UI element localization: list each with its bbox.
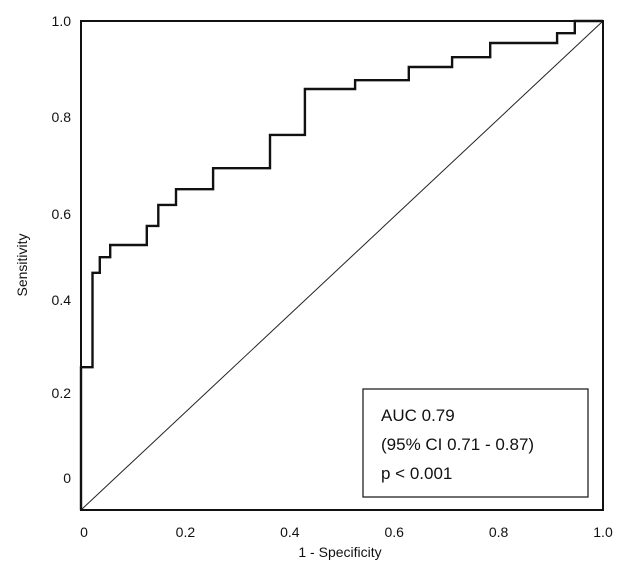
roc-curve xyxy=(79,19,603,510)
x-tick-label: 1.0 xyxy=(593,524,613,540)
legend-ci: (95% CI 0.71 - 0.87) xyxy=(381,435,534,454)
y-axis-title: Sensitivity xyxy=(14,233,30,296)
x-tick-label: 0.6 xyxy=(384,524,404,540)
legend-box xyxy=(362,388,589,498)
y-tick-label: 0.2 xyxy=(52,385,72,401)
y-tick-label: 0.8 xyxy=(52,109,72,125)
x-tick-labels: 0 0.2 0.4 0.6 0.8 1.0 xyxy=(80,524,613,540)
y-tick-label: 0.4 xyxy=(52,292,72,308)
x-tick-label: 0 xyxy=(80,524,88,540)
x-tick-label: 0.2 xyxy=(176,524,196,540)
y-tick-label: 0 xyxy=(63,470,71,486)
legend-auc: AUC 0.79 xyxy=(381,406,455,425)
reference-diagonal-line xyxy=(80,20,604,511)
x-axis-title: 1 - Specificity xyxy=(298,544,381,560)
x-tick-label: 0.4 xyxy=(280,524,300,540)
plot-frame xyxy=(80,20,604,511)
x-tick-label: 0.8 xyxy=(489,524,509,540)
y-tick-labels: 0 0.2 0.4 0.6 0.8 1.0 xyxy=(52,13,72,486)
y-tick-label: 1.0 xyxy=(52,13,72,29)
legend-p-value: p < 0.001 xyxy=(381,464,452,483)
y-tick-label: 0.6 xyxy=(52,206,72,222)
